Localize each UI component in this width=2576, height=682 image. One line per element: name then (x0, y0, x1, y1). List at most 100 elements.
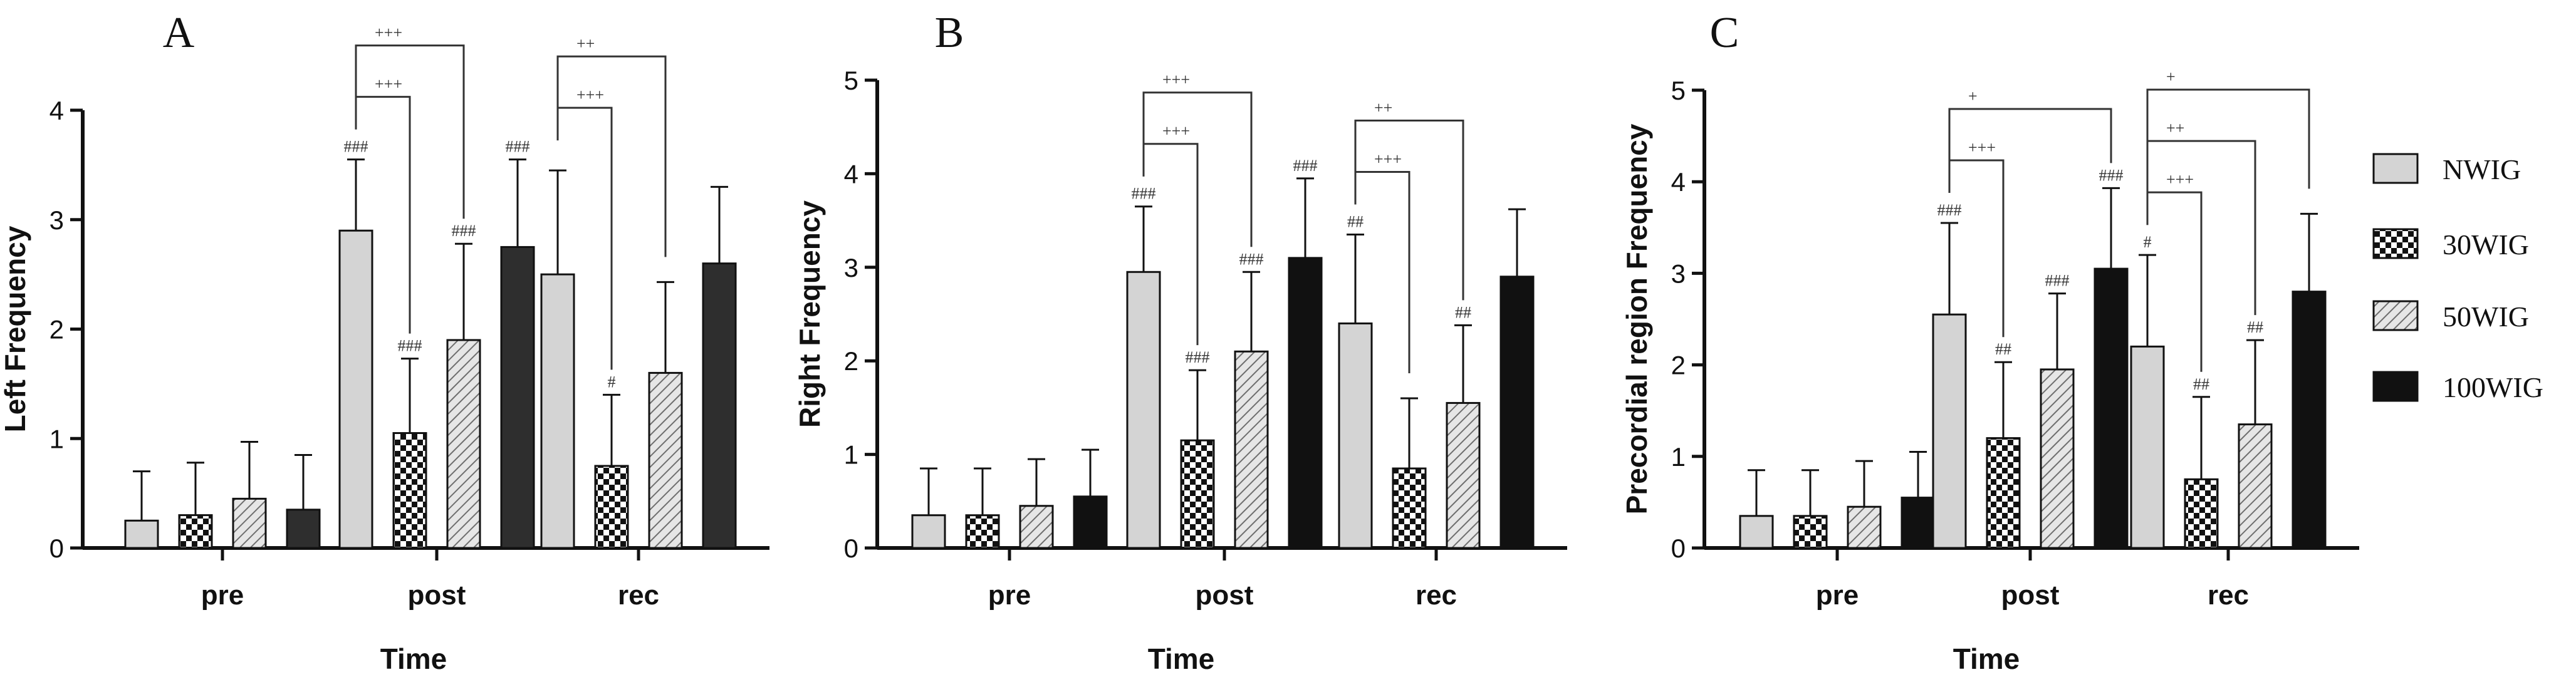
legend-label-50wig: 50WIG (2443, 301, 2529, 333)
y-tick-label: 0 (844, 534, 858, 563)
x-axis-label: Time (1953, 643, 2020, 675)
bar-nwig-rec (2130, 345, 2165, 549)
significance-mark: ### (2099, 166, 2124, 184)
comparison-bracket (355, 44, 465, 219)
bar-50wig-pre (1847, 505, 1882, 549)
bracket-label: +++ (1968, 138, 1996, 157)
bar-100wig-rec (702, 262, 737, 549)
bar-nwig-post (1932, 313, 1967, 549)
y-tick-label: 2 (1671, 351, 1686, 380)
comparison-bracket (556, 55, 667, 257)
bracket-label: +++ (375, 75, 402, 93)
y-tick-label: 1 (1671, 442, 1686, 472)
significance-mark: # (2144, 233, 2152, 251)
legend: NWIG 30WIG 50WIG 100WIG (2372, 153, 2543, 403)
y-tick-label: 2 (844, 346, 858, 376)
comparison-bracket (1948, 108, 2112, 193)
comparison-bracket (1948, 159, 2005, 338)
x-tick-label-rec: rec (2208, 580, 2249, 611)
bracket-label: ++ (576, 34, 595, 53)
significance-mark: ### (506, 138, 530, 156)
bar-100wig-pre (1901, 497, 1936, 549)
bracket-label: + (2166, 68, 2176, 86)
bracket-label: +++ (576, 86, 604, 104)
bracket-label: ++ (1374, 99, 1392, 117)
bar-nwig-post (1126, 271, 1161, 549)
y-tick-label: 0 (50, 534, 64, 563)
bracket-label: + (1968, 87, 1978, 105)
bar-50wig-post (1234, 350, 1269, 549)
x-tick-label-pre: pre (201, 580, 244, 611)
legend-swatch-50wig (2372, 300, 2419, 331)
significance-mark: ## (1995, 340, 2011, 358)
significance-mark: ### (1293, 157, 1318, 175)
comparison-bracket (2146, 88, 2310, 225)
significance-mark: ### (2045, 272, 2070, 290)
y-tick-label: 0 (1671, 534, 1686, 563)
significance-mark: # (608, 373, 616, 391)
legend-swatch-30wig (2372, 228, 2419, 259)
significance-mark: ### (1239, 250, 1264, 268)
bar-30wig-rec (2184, 478, 2219, 549)
bar-nwig-rec (1338, 322, 1373, 549)
y-tick-label: 4 (1671, 167, 1686, 197)
y-tick-label: 3 (1671, 259, 1686, 288)
x-tick-label-rec: rec (618, 580, 659, 611)
panel-letter-A: A (163, 9, 195, 57)
bar-50wig-post (446, 339, 481, 549)
bar-100wig-rec (2292, 291, 2327, 549)
bar-nwig-pre (911, 514, 946, 549)
x-tick-label-pre: pre (1816, 580, 1859, 611)
y-tick-label: 5 (844, 66, 858, 95)
bar-100wig-rec (1499, 276, 1535, 549)
bracket-label: ++ (2166, 119, 2184, 137)
y-tick-label: 1 (50, 424, 64, 453)
x-tick-label-post: post (2001, 580, 2060, 611)
significance-mark: ### (452, 222, 476, 240)
bar-30wig-post (1986, 437, 2021, 549)
bar-50wig-rec (2238, 423, 2273, 549)
bar-50wig-pre (232, 497, 267, 549)
significance-mark: ## (2247, 318, 2263, 336)
panel-letter-C: C (1710, 9, 1739, 57)
x-axis-label: Time (1148, 643, 1215, 675)
bar-100wig-pre (286, 509, 321, 549)
bar-30wig-rec (1392, 467, 1427, 549)
bar-nwig-pre (124, 519, 159, 549)
y-tick-label: 2 (50, 315, 64, 344)
y-tick-label: 4 (50, 96, 64, 125)
bar-30wig-post (392, 432, 427, 549)
bar-30wig-rec (594, 465, 629, 549)
legend-swatch-100wig (2372, 371, 2419, 402)
bar-100wig-post (1288, 257, 1323, 549)
significance-mark: ### (344, 138, 368, 156)
x-tick-label-pre: pre (988, 580, 1031, 611)
bar-nwig-rec (540, 273, 575, 549)
bracket-label: +++ (1162, 122, 1190, 140)
comparison-bracket (2146, 191, 2203, 372)
bar-50wig-rec (1446, 401, 1481, 549)
bar-50wig-rec (648, 371, 683, 549)
bar-50wig-pre (1019, 505, 1054, 549)
bracket-label: +++ (2166, 170, 2194, 189)
significance-mark: ### (1186, 348, 1210, 366)
x-tick-label-post: post (1196, 580, 1254, 611)
y-tick-label: 5 (1671, 76, 1686, 105)
bracket-label: +++ (1162, 71, 1190, 89)
y-axis-label: Left Frequency (0, 225, 31, 432)
legend-label-nwig: NWIG (2443, 153, 2521, 185)
chart-panel-C: C 0 1 2 3 4 5 Precordial region Frequency Time pr… (1620, 9, 2359, 675)
legend-swatch-nwig (2372, 153, 2419, 184)
x-tick-label-rec: rec (1416, 580, 1457, 611)
bar-30wig-pre (1793, 515, 1828, 549)
comparison-bracket (1354, 120, 1464, 301)
y-axis-label: Precordial region Frequency (1620, 123, 1653, 514)
bar-30wig-post (1180, 439, 1215, 549)
y-tick-label: 4 (844, 159, 858, 189)
significance-mark: ## (2193, 375, 2209, 393)
y-axis-label: Right Frequency (793, 200, 826, 428)
bar-50wig-post (2040, 368, 2075, 549)
